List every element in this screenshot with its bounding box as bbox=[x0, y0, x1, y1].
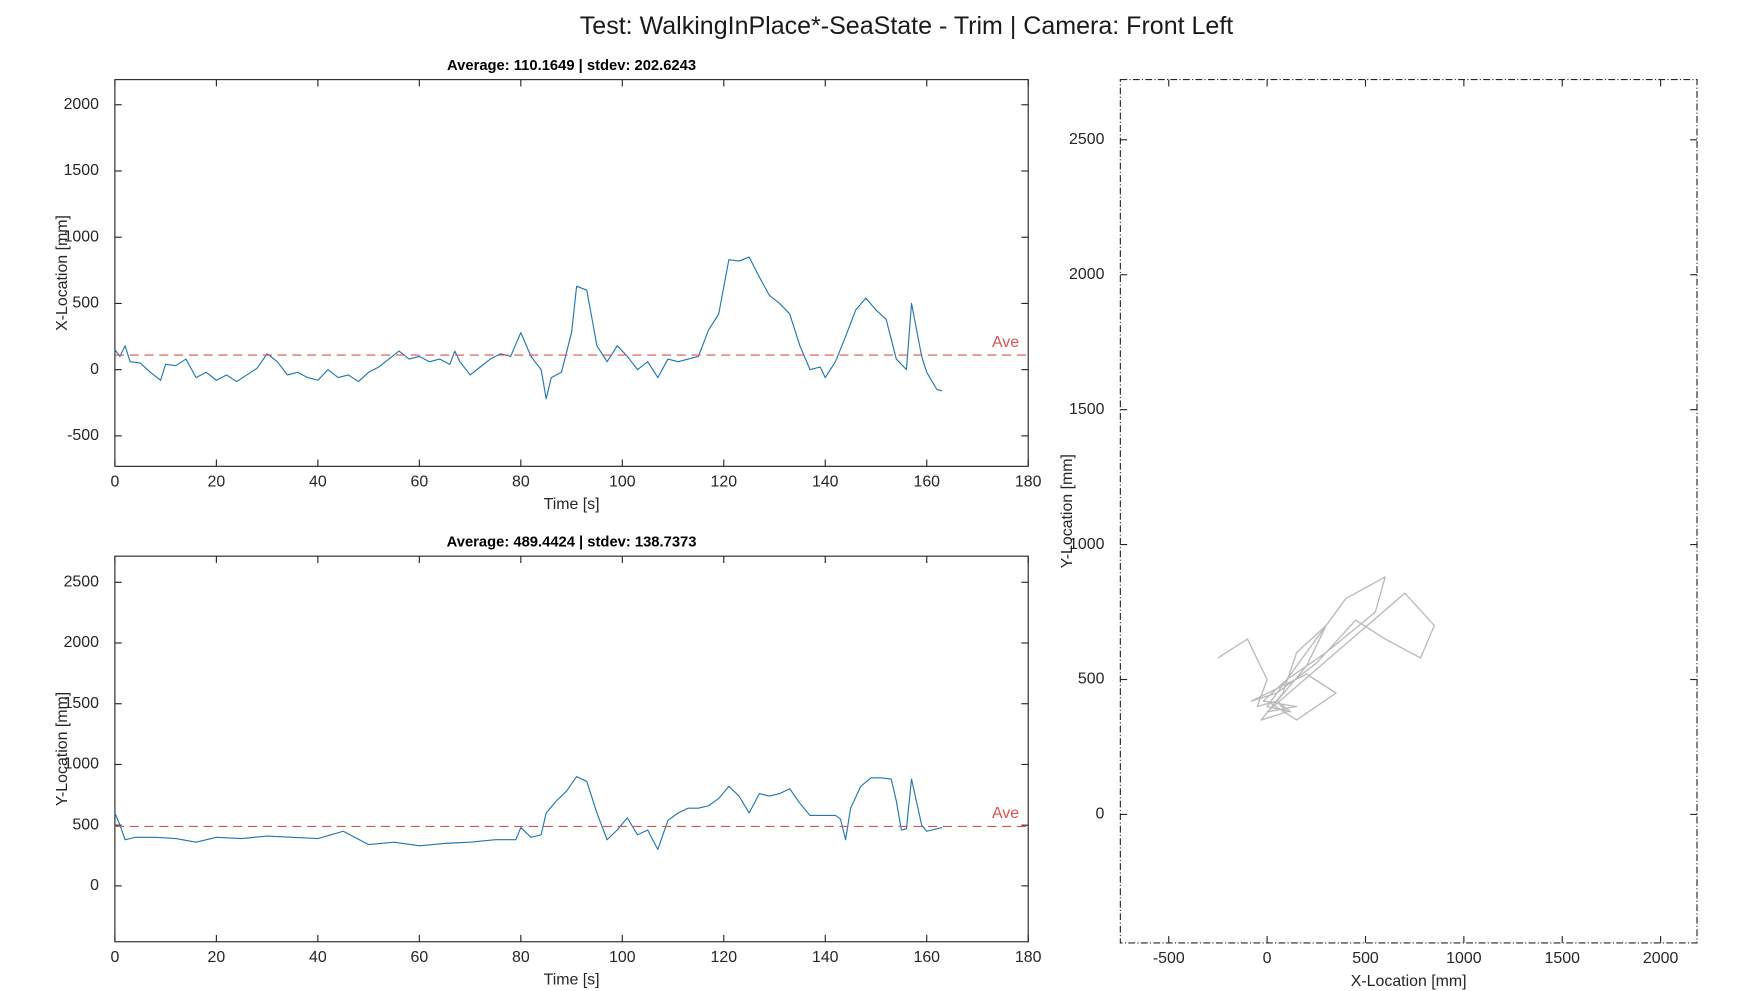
x-tick-label: 140 bbox=[812, 949, 839, 966]
figure-title: Test: WalkingInPlace*-SeaState - Trim | … bbox=[580, 12, 1233, 40]
x-tick-label: 160 bbox=[913, 949, 940, 966]
y-tick-label: 2500 bbox=[1069, 131, 1105, 148]
y-tick-label: 2000 bbox=[64, 96, 100, 113]
y-tick-label: 2000 bbox=[1069, 266, 1105, 283]
y-tick-label: 1500 bbox=[64, 695, 100, 712]
plot-area bbox=[114, 79, 1029, 467]
y-tick-label: 1500 bbox=[1069, 401, 1105, 418]
y-tick-label: 2000 bbox=[64, 634, 100, 651]
y-axis-label: X-Location [mm] bbox=[54, 215, 71, 331]
x-tick-label: 20 bbox=[208, 949, 226, 966]
x-tick-label: 500 bbox=[1352, 950, 1379, 967]
x-tick-label: 0 bbox=[1263, 950, 1272, 967]
x-tick-label: 120 bbox=[711, 473, 738, 490]
y-axis-label: Y-Location [mm] bbox=[54, 692, 71, 806]
subtitle: Average: 110.1649 | stdev: 202.6243 bbox=[447, 58, 696, 74]
x-tick-label: 60 bbox=[410, 473, 428, 490]
x-tick-label: 140 bbox=[812, 473, 839, 490]
y-tick-label: 0 bbox=[90, 877, 99, 894]
x-tick-label: 2000 bbox=[1643, 950, 1679, 967]
average-label: Ave bbox=[992, 805, 1019, 822]
y-tick-label: 1000 bbox=[64, 228, 100, 245]
plot-area bbox=[114, 555, 1029, 943]
y-tick-label: -500 bbox=[67, 427, 99, 444]
x-tick-label: 1000 bbox=[1446, 950, 1482, 967]
x-tick-label: 120 bbox=[711, 949, 738, 966]
x-axis-label: Time [s] bbox=[544, 972, 600, 989]
y-tick-label: 2500 bbox=[64, 573, 100, 590]
x-tick-label: 100 bbox=[609, 949, 636, 966]
x-tick-label: -500 bbox=[1153, 950, 1185, 967]
y-tick-label: 0 bbox=[1096, 806, 1105, 823]
y-tick-label: 1000 bbox=[1069, 536, 1105, 553]
x-tick-label: 20 bbox=[208, 473, 226, 490]
x-tick-label: 80 bbox=[512, 949, 530, 966]
y-tick-label: 500 bbox=[1078, 671, 1105, 688]
y-tick-label: 1000 bbox=[64, 756, 100, 773]
data-line bbox=[114, 776, 943, 851]
y-tick-label: 0 bbox=[90, 361, 99, 378]
x-tick-label: 40 bbox=[309, 949, 327, 966]
plot-area bbox=[1119, 79, 1698, 944]
y-tick-label: 1500 bbox=[64, 162, 100, 179]
x-tick-label: 180 bbox=[1015, 949, 1042, 966]
y-tick-label: 500 bbox=[72, 816, 99, 833]
x-tick-label: 1500 bbox=[1545, 950, 1581, 967]
y-axis-label: Y-Location [mm] bbox=[1059, 454, 1076, 568]
x-tick-label: 40 bbox=[309, 473, 327, 490]
x-tick-label: 180 bbox=[1015, 473, 1042, 490]
data-line bbox=[114, 256, 943, 400]
x-axis-label: Time [s] bbox=[544, 496, 600, 513]
x-axis-label: X-Location [mm] bbox=[1351, 973, 1467, 990]
x-tick-label: 80 bbox=[512, 473, 530, 490]
data-line bbox=[1217, 576, 1436, 721]
subtitle: Average: 489.4424 | stdev: 138.7373 bbox=[447, 534, 697, 550]
x-tick-label: 0 bbox=[110, 949, 119, 966]
x-tick-label: 100 bbox=[609, 473, 636, 490]
x-tick-label: 60 bbox=[410, 949, 428, 966]
y-tick-label: 500 bbox=[72, 295, 99, 312]
average-label: Ave bbox=[992, 334, 1019, 351]
x-tick-label: 0 bbox=[110, 473, 119, 490]
x-tick-label: 160 bbox=[913, 473, 940, 490]
